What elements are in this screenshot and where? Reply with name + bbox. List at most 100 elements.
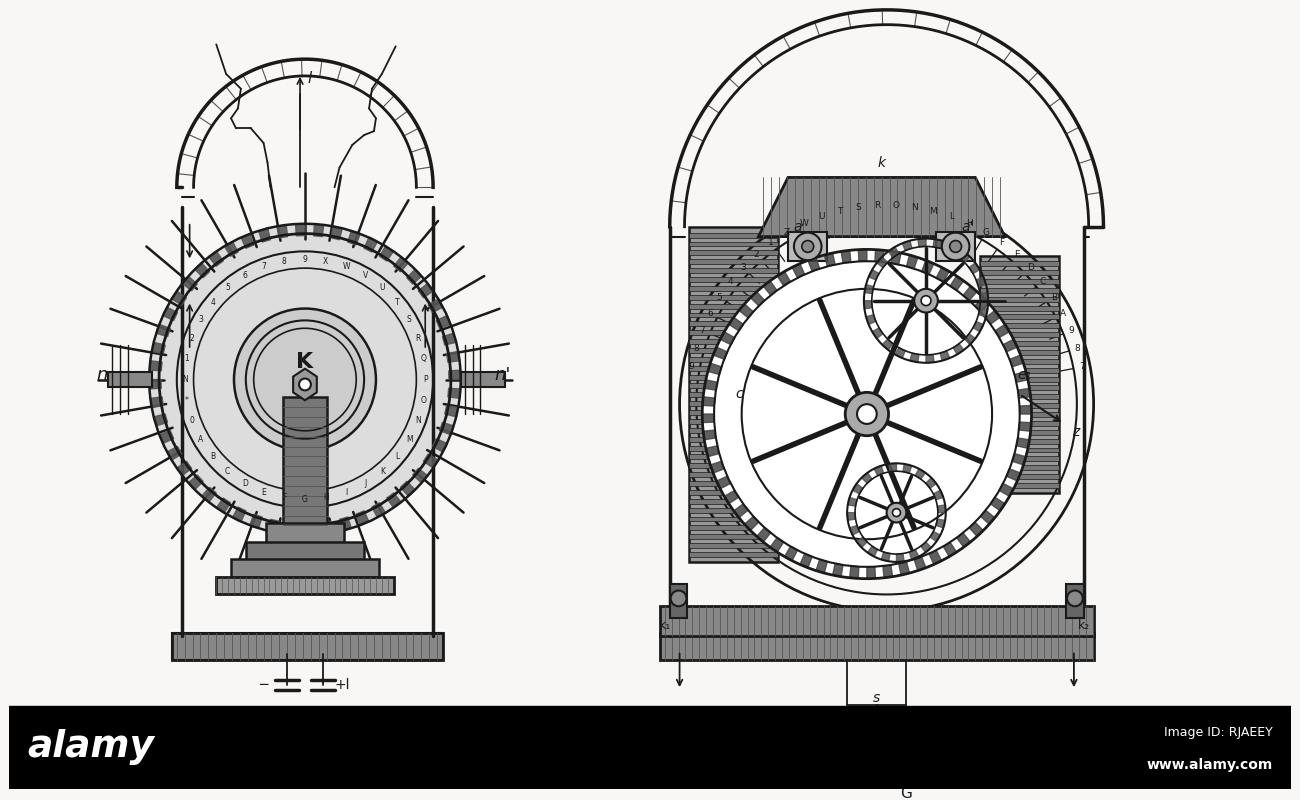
Bar <box>689 322 779 326</box>
Polygon shape <box>915 469 926 479</box>
Polygon shape <box>936 519 945 528</box>
Text: 1: 1 <box>185 354 188 363</box>
Text: 6: 6 <box>242 271 247 280</box>
Polygon shape <box>1019 422 1031 431</box>
Text: 7: 7 <box>699 326 705 335</box>
Bar <box>689 304 779 309</box>
Polygon shape <box>963 286 978 301</box>
Bar <box>980 256 1060 493</box>
Text: K: K <box>380 467 385 476</box>
Text: n: n <box>96 366 108 384</box>
Polygon shape <box>439 422 454 434</box>
Bar <box>936 232 975 262</box>
Text: B: B <box>211 452 216 462</box>
Polygon shape <box>980 293 988 301</box>
Polygon shape <box>876 257 888 268</box>
Text: Z: Z <box>784 228 790 237</box>
Bar <box>689 286 779 291</box>
Text: n': n' <box>494 366 511 384</box>
Text: 7: 7 <box>1079 362 1084 371</box>
Bar <box>689 534 779 539</box>
Polygon shape <box>763 281 777 295</box>
Polygon shape <box>703 430 716 440</box>
Polygon shape <box>957 533 971 547</box>
Bar <box>283 398 326 526</box>
Bar <box>689 268 779 273</box>
Bar <box>689 374 779 379</box>
Text: 6: 6 <box>707 309 712 318</box>
Bar <box>660 633 1093 661</box>
Polygon shape <box>202 487 216 502</box>
Text: F: F <box>282 494 286 502</box>
Polygon shape <box>1000 483 1014 496</box>
Polygon shape <box>250 514 263 528</box>
Text: 3: 3 <box>199 315 203 324</box>
Text: G: G <box>983 228 989 237</box>
Polygon shape <box>976 277 985 286</box>
Bar <box>689 428 779 433</box>
Polygon shape <box>862 473 872 483</box>
Bar <box>246 542 364 562</box>
Polygon shape <box>910 353 919 362</box>
Text: 8: 8 <box>693 344 699 353</box>
Polygon shape <box>1017 438 1030 448</box>
Polygon shape <box>853 484 863 494</box>
Polygon shape <box>710 462 724 473</box>
Bar <box>980 457 1060 462</box>
Text: J: J <box>364 479 367 488</box>
Text: E: E <box>1014 250 1019 258</box>
Polygon shape <box>151 397 164 408</box>
Bar <box>689 543 779 548</box>
Text: *: * <box>185 396 188 405</box>
Text: W: W <box>800 219 809 228</box>
Polygon shape <box>724 490 738 504</box>
Bar <box>689 366 779 370</box>
Polygon shape <box>816 559 827 573</box>
Polygon shape <box>705 380 718 390</box>
Polygon shape <box>920 542 931 553</box>
Text: I: I <box>344 488 347 497</box>
Polygon shape <box>1010 355 1023 367</box>
Polygon shape <box>1019 406 1031 414</box>
Bar <box>980 421 1060 426</box>
Polygon shape <box>933 490 944 500</box>
Text: Image ID: RJAEEY: Image ID: RJAEEY <box>1165 726 1273 739</box>
Polygon shape <box>968 522 983 536</box>
Polygon shape <box>445 406 458 417</box>
Text: G: G <box>302 495 308 504</box>
Circle shape <box>914 289 937 313</box>
Bar <box>689 383 779 389</box>
Text: 4: 4 <box>211 298 216 306</box>
Bar <box>670 584 688 618</box>
Text: a': a' <box>961 220 974 234</box>
Polygon shape <box>177 462 191 475</box>
Polygon shape <box>833 563 842 577</box>
Circle shape <box>299 378 311 390</box>
Polygon shape <box>364 238 377 252</box>
Polygon shape <box>950 276 963 290</box>
Polygon shape <box>729 318 744 331</box>
Bar <box>689 472 779 477</box>
Bar <box>660 606 1093 636</box>
Text: L: L <box>395 452 399 462</box>
Polygon shape <box>888 247 898 258</box>
Bar <box>689 392 779 398</box>
Polygon shape <box>936 267 949 282</box>
Circle shape <box>802 241 814 252</box>
Polygon shape <box>286 522 296 535</box>
Polygon shape <box>332 226 342 240</box>
Polygon shape <box>447 388 460 398</box>
Bar <box>980 412 1060 417</box>
Polygon shape <box>1013 454 1026 465</box>
Polygon shape <box>889 463 897 472</box>
Polygon shape <box>867 566 875 578</box>
Polygon shape <box>188 475 203 490</box>
Text: A: A <box>198 435 203 444</box>
Polygon shape <box>233 507 246 522</box>
Text: T: T <box>837 206 842 216</box>
Bar <box>980 447 1060 453</box>
Bar <box>689 437 779 442</box>
Text: 1: 1 <box>768 238 774 247</box>
Text: K: K <box>296 352 313 372</box>
Polygon shape <box>972 322 983 332</box>
